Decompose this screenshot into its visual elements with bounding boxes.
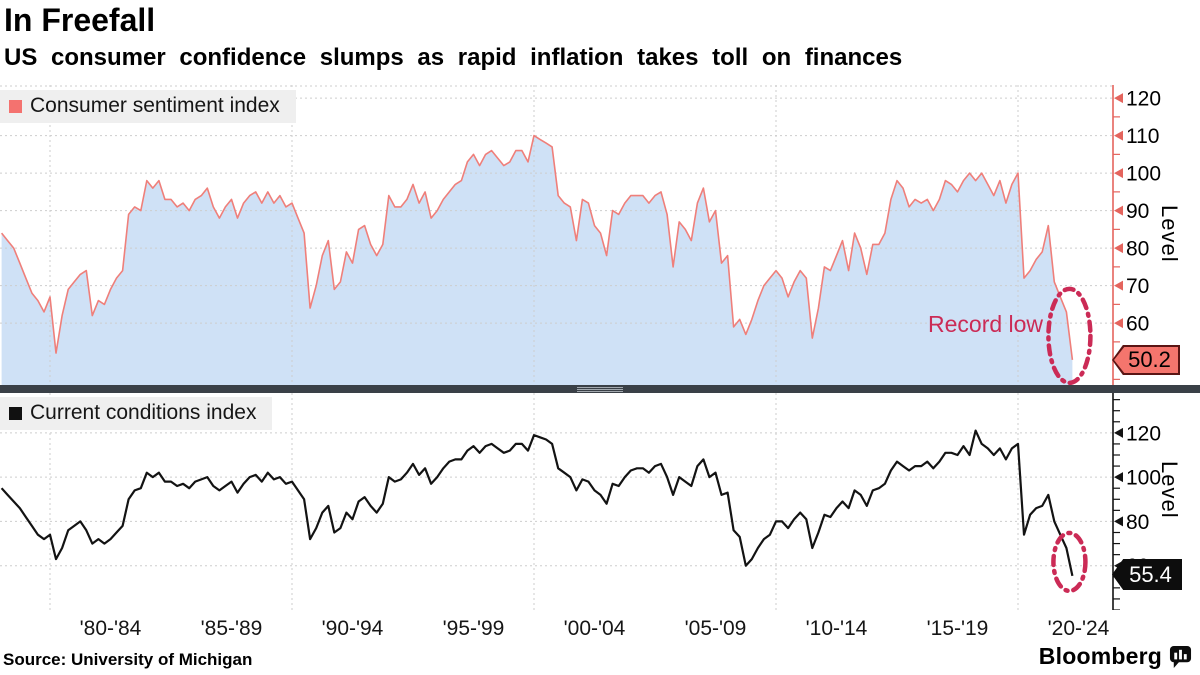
divider-grip-icon[interactable] <box>577 386 623 392</box>
legend-conditions-label: Current conditions index <box>30 401 257 424</box>
record-low-ellipse <box>1051 530 1088 594</box>
y-major-tick-arrow-icon <box>1114 130 1123 141</box>
legend-sentiment-label: Consumer sentiment index <box>30 94 280 117</box>
sentiment-last-value-tag: 50.2 <box>1112 345 1180 375</box>
sentiment-area-fill <box>1 135 1073 385</box>
x-axis-label: '95-'99 <box>442 617 505 640</box>
sentiment-line <box>0 134 1074 360</box>
bloomberg-wordmark: Bloomberg <box>1038 643 1162 669</box>
y-major-tick-arrow-icon <box>1114 93 1123 104</box>
conditions-chart: 6080100120 <box>0 393 1161 610</box>
conditions-last-value-tag: 55.4 <box>1112 559 1182 590</box>
x-axis-label: '15-'19 <box>926 617 989 640</box>
y-major-tick-arrow-icon <box>1114 205 1123 216</box>
bloomberg-logo: Bloomberg <box>1039 643 1192 670</box>
y-tick-label: 90 <box>1126 200 1149 223</box>
x-axis-label: '10-'14 <box>805 617 868 640</box>
x-axis-label: '90-'94 <box>321 617 384 640</box>
x-axis-label: '80-'84 <box>79 617 142 640</box>
conditions-panel: 6080100120 Current conditions index Leve… <box>0 393 1200 610</box>
page-subtitle: US consumer confidence slumps as rapid i… <box>4 44 903 71</box>
x-axis-label: '05-'09 <box>684 617 747 640</box>
y-tick-label: 80 <box>1126 238 1149 261</box>
y-tick-label: 120 <box>1126 422 1161 445</box>
y-tick-label: 70 <box>1126 275 1149 298</box>
sentiment-last-value: 50.2 <box>1114 347 1178 373</box>
y-major-tick-arrow-icon <box>1114 472 1123 483</box>
sentiment-y-axis-title: Level <box>1157 205 1182 263</box>
legend-sentiment: Consumer sentiment index <box>0 90 296 123</box>
x-axis: '80-'84 '85-'89 '90-'94 '95-'99 '00-'04 '05-'… <box>0 617 1200 645</box>
conditions-y-axis-title: Level <box>1157 461 1182 519</box>
y-tick-label: 100 <box>1126 163 1161 186</box>
y-tick-label: 120 <box>1126 88 1161 111</box>
y-tick-label: 100 <box>1126 467 1161 490</box>
y-major-tick-arrow-icon <box>1114 318 1123 329</box>
page-title: In Freefall <box>4 2 156 38</box>
bloomberg-chart-icon <box>1169 645 1192 669</box>
y-major-tick-arrow-icon <box>1114 168 1123 179</box>
x-axis-label: '85-'89 <box>200 617 263 640</box>
sentiment-swatch-icon <box>9 99 22 113</box>
sentiment-panel: 60 70 80 90 100 110 120 Consumer sentiment ind… <box>0 85 1200 385</box>
source-note: Source: University of Michigan <box>3 650 253 669</box>
panel-divider[interactable] <box>0 385 1200 393</box>
record-low-annotation: Record low <box>928 311 1044 337</box>
conditions-line <box>0 429 1074 577</box>
y-major-tick-arrow-icon <box>1114 516 1123 527</box>
y-major-tick-arrow-icon <box>1114 243 1123 254</box>
legend-conditions: Current conditions index <box>0 397 273 430</box>
x-axis-label: '00-'04 <box>563 617 626 640</box>
y-tick-label: 60 <box>1126 313 1149 336</box>
conditions-last-value: 55.4 <box>1114 561 1180 588</box>
x-axis-label: '20-'24 <box>1047 617 1110 640</box>
y-major-tick-arrow-icon <box>1114 280 1123 291</box>
y-tick-label: 110 <box>1126 125 1159 148</box>
sentiment-chart: 60 70 80 90 100 110 120 <box>0 85 1161 385</box>
y-major-tick-arrow-icon <box>1114 427 1123 438</box>
y-tick-label: 80 <box>1126 511 1149 534</box>
record-low-ellipse <box>1046 286 1093 385</box>
conditions-swatch-icon <box>9 406 22 420</box>
